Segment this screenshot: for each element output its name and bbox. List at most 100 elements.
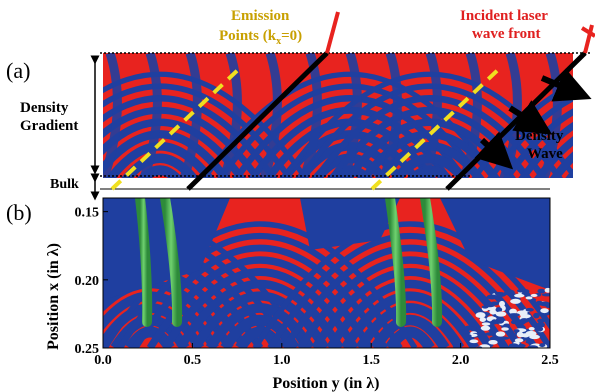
speckle-dot [481, 322, 491, 326]
speckle-dot [508, 313, 520, 317]
speckle-dot [516, 331, 524, 338]
wave-band-b [191, 291, 329, 348]
panel-b-frame [102, 197, 551, 349]
blue-region-b [440, 198, 550, 290]
green-ray-2 [160, 198, 183, 327]
panel-b-heatmap [103, 198, 550, 348]
speckle-dot [544, 287, 550, 293]
speckle-dot [537, 288, 546, 294]
density-gradient-label-2: Gradient [20, 118, 78, 134]
speckle-dot [510, 298, 521, 304]
speckle-dot [541, 293, 550, 297]
x-tick-label: 1.5 [362, 353, 380, 368]
density-wave-label-2: Wave [527, 146, 563, 162]
speckle-dot [495, 317, 505, 324]
speckle-dot [539, 343, 546, 348]
wave-band-b [355, 303, 465, 348]
speckle-dot [514, 338, 524, 343]
incident-tick [580, 26, 595, 38]
wave-band-a [496, 108, 573, 189]
panel-b: (b) 0.15 0.20 0.25 0.0 0.5 1.0 1.5 2.0 2.5 Posi… [6, 197, 559, 392]
panel-a: (a) Density Gradient Bulk Emission Point… [6, 8, 595, 201]
speckle-dot [498, 336, 510, 340]
incident-ray-red-2 [583, 24, 594, 54]
speckle-dot [501, 327, 509, 331]
speckle-dot [514, 293, 525, 298]
y-tick-label: 0.25 [75, 342, 100, 357]
blue-region-b [300, 198, 400, 250]
speckle-dot [452, 343, 463, 348]
speckle-dot [488, 339, 498, 345]
speckle-dot [525, 340, 534, 344]
wave-band-a [480, 95, 573, 189]
panel-a-label: (a) [6, 58, 30, 83]
wave-band-a [290, 83, 570, 189]
x-tick-label: 1.0 [273, 353, 291, 368]
wave-band-b [220, 315, 300, 348]
speckle-dot [527, 345, 539, 348]
speckle-dot [525, 307, 534, 312]
speckle-dot [458, 329, 469, 335]
x-tick-label: 2.0 [452, 353, 470, 368]
wave-band-a [306, 95, 554, 189]
wave-band-a [543, 151, 573, 189]
speckle-dot [504, 289, 515, 296]
wave-band-a [512, 121, 573, 189]
x-tick-label: 0.0 [94, 353, 112, 368]
speckle-dot [528, 327, 535, 331]
density-wave-label-1: Density [515, 128, 564, 144]
wavefront-line-1 [186, 51, 329, 191]
speckle-dot [545, 302, 550, 309]
speckle-dot [475, 312, 486, 319]
wave-band-a [579, 158, 595, 189]
wave-band-b [235, 326, 285, 348]
speckle-dot [480, 325, 491, 331]
speckle-dot [535, 300, 543, 306]
green-ray-1 [135, 198, 153, 327]
speckle-dot [469, 339, 479, 344]
speckle-dot [537, 318, 545, 324]
speckle-dot [529, 334, 540, 340]
incident-ray-red [325, 11, 340, 54]
density-gradient-label-1: Density [20, 100, 69, 116]
panel-b-bands [103, 198, 550, 348]
speckle-dot [533, 326, 540, 330]
speckle-dot [536, 322, 545, 328]
emission-line-1 [110, 66, 242, 191]
wave-band-b [252, 221, 550, 348]
wave-band-b [370, 315, 450, 348]
panel-b-speckle [452, 287, 550, 348]
panel-b-label: (b) [6, 200, 32, 225]
speckle-dot [509, 308, 517, 315]
x-axis-title: Position y (in λ) [273, 375, 380, 392]
wave-band-b [161, 268, 359, 348]
blue-region-b [103, 198, 230, 300]
green-ray-4 [420, 198, 443, 327]
wave-band-b [326, 279, 494, 348]
green-ray-3 [385, 198, 407, 327]
speckle-dot [486, 294, 498, 300]
x-tick-label: 0.5 [184, 353, 202, 368]
x-tick-label: 2.5 [541, 353, 559, 368]
speckle-dot [496, 293, 503, 298]
incident-label-1: Incident laser [460, 8, 548, 24]
speckle-dot [513, 329, 520, 333]
speckle-dot [462, 333, 472, 339]
wave-band-a [115, 153, 205, 189]
speckle-dot [530, 293, 538, 297]
bulk-label: Bulk [50, 177, 79, 192]
speckle-dot [485, 304, 495, 308]
emission-label-1: Emission [231, 8, 290, 24]
emission-label-2: Points (kx=0) [219, 28, 302, 47]
speckle-dot [495, 311, 507, 317]
incident-label-2: wave front [472, 26, 540, 42]
y-tick-label: 0.15 [75, 206, 100, 221]
speckle-dot [521, 289, 530, 294]
speckle-dot [514, 320, 526, 325]
speckle-dot [503, 323, 510, 328]
emission-line-2 [370, 66, 502, 191]
speckle-dot [491, 319, 498, 325]
speckle-dot [517, 325, 526, 330]
wave-band-b [341, 291, 479, 348]
